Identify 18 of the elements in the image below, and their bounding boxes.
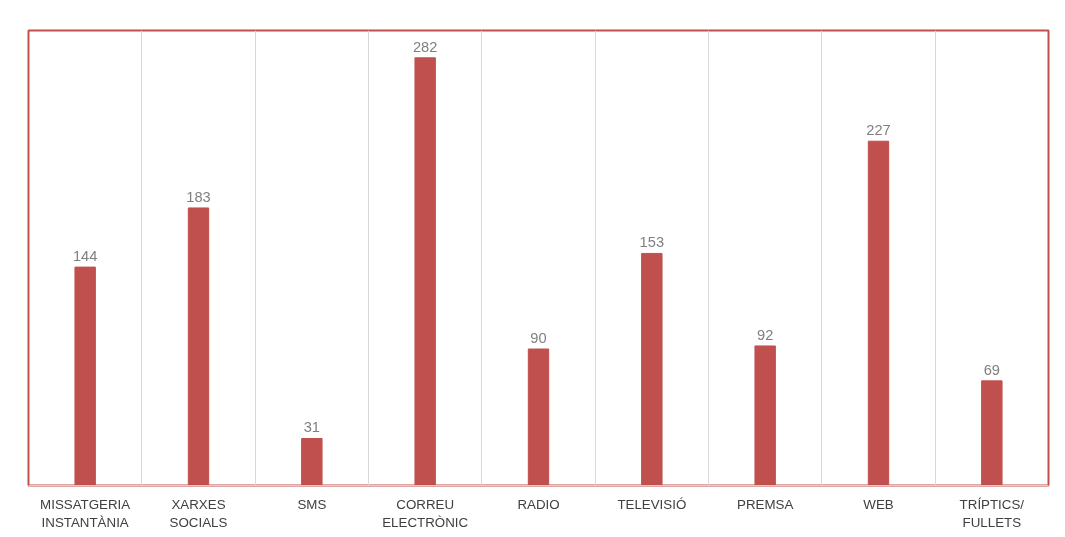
x-tick-label: RADIO [517, 496, 560, 512]
data-label: 282 [412, 38, 438, 55]
x-tick-label: CORREU ELECTRÒNIC [382, 496, 469, 530]
data-label: 227 [866, 122, 891, 139]
x-tick-label: TELEVISIÓ [617, 496, 687, 512]
data-label: 69 [983, 361, 1000, 378]
data-label: 183 [186, 188, 211, 205]
data-label: 153 [639, 234, 665, 251]
data-label: 31 [303, 419, 320, 436]
x-tick-label: XARXES SOCIALS [169, 496, 228, 530]
data-label: 90 [530, 330, 547, 346]
data-label: 92 [757, 326, 774, 343]
x-tick-label: MISSATGERIA INSTANTÀNIA [40, 496, 131, 530]
x-tick-label: WEB [863, 496, 894, 512]
x-tick-label: TRÍPTICS/ FULLETS [959, 496, 1025, 530]
data-label: 144 [72, 248, 98, 265]
x-tick-label: PREMSA [737, 496, 794, 512]
x-tick-label: SMS [297, 496, 327, 512]
